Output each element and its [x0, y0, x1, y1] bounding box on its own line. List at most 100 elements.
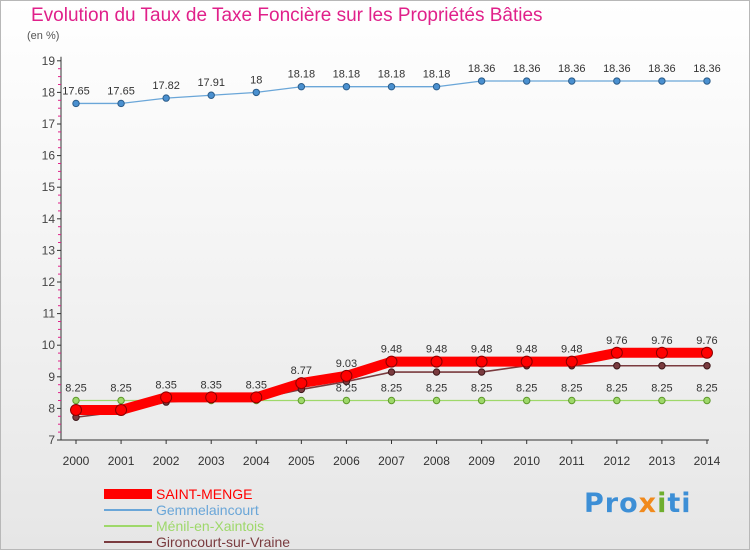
- data-point: [613, 396, 621, 405]
- data-label: 18.36: [558, 63, 586, 75]
- data-point: [297, 83, 306, 91]
- x-tick-label: 2011: [559, 454, 585, 468]
- legend-label: Gemmelaincourt: [156, 502, 259, 518]
- data-point: [117, 99, 125, 108]
- data-point: [658, 77, 666, 85]
- data-point: [613, 77, 621, 85]
- x-tick-label: 2008: [423, 454, 450, 468]
- proxiti-logo: Proxiti: [584, 488, 692, 519]
- data-label: 8.25: [516, 383, 537, 395]
- data-point: [477, 77, 486, 85]
- legend-item: Gemmelaincourt: [104, 502, 290, 518]
- legend-item: Ménil-en-Xaintois: [104, 518, 290, 534]
- data-label: 8.25: [651, 383, 672, 395]
- y-tick-label: 12: [42, 275, 56, 289]
- legend-swatch: [104, 489, 152, 499]
- data-point: [162, 94, 170, 102]
- data-point: [250, 391, 263, 404]
- data-label: 18.18: [423, 69, 451, 81]
- x-tick-label: 2012: [603, 454, 630, 468]
- legend-label: Ménil-en-Xaintois: [156, 518, 265, 534]
- chart-title: Evolution du Taux de Taxe Foncière sur l…: [31, 5, 543, 26]
- data-point: [385, 355, 398, 368]
- x-tick-label: 2003: [198, 454, 225, 468]
- data-point: [387, 396, 396, 405]
- y-tick-label: 13: [42, 243, 56, 257]
- data-label: 18.36: [603, 63, 631, 75]
- data-label: 9.48: [516, 344, 537, 356]
- data-label: 8.25: [65, 383, 86, 395]
- data-label: 8.25: [426, 383, 447, 395]
- data-point: [658, 362, 666, 370]
- data-point: [565, 355, 578, 368]
- data-label: 8.25: [110, 383, 131, 395]
- legend-swatch: [104, 541, 152, 543]
- data-label: 9.48: [426, 344, 447, 356]
- data-point: [160, 391, 173, 404]
- x-tick-label: 2013: [649, 454, 676, 468]
- y-unit-label: (en %): [27, 30, 60, 42]
- data-point: [475, 355, 488, 368]
- data-label: 18.36: [468, 63, 496, 75]
- data-label: 8.25: [561, 383, 582, 395]
- data-label: 18.36: [693, 63, 721, 75]
- data-point: [477, 396, 486, 405]
- data-point: [568, 396, 576, 405]
- data-label: 9.48: [561, 344, 582, 356]
- data-point: [295, 377, 308, 390]
- y-tick-label: 16: [42, 149, 56, 163]
- data-point: [387, 368, 396, 376]
- x-tick-label: 2002: [153, 454, 180, 468]
- data-point: [342, 83, 351, 91]
- data-label: 18.36: [648, 63, 676, 75]
- axes: 7 8 9 10 11 12 13 14 15 16 17 18 19 2000 2001 2002 2003 2…: [42, 54, 721, 468]
- legend-label: SAINT-MENGE: [156, 486, 253, 502]
- data-label: 8.25: [471, 383, 492, 395]
- data-point: [432, 396, 441, 405]
- y-tick-label: 9: [48, 370, 55, 384]
- data-point: [568, 77, 576, 85]
- data-label: 8.25: [381, 383, 402, 395]
- data-point: [520, 355, 533, 368]
- data-label: 9.76: [696, 335, 717, 347]
- data-point: [523, 396, 531, 405]
- data-point: [387, 83, 396, 91]
- data-label: 17.65: [107, 85, 135, 97]
- y-tick-label: 8: [48, 401, 55, 415]
- x-tick-label: 2006: [333, 454, 360, 468]
- data-label: 8.77: [291, 365, 312, 377]
- y-tick-label: 17: [42, 117, 56, 131]
- data-point: [205, 391, 218, 404]
- y-tick-label: 18: [42, 85, 56, 99]
- data-point: [703, 77, 711, 85]
- legend-swatch: [104, 509, 152, 511]
- x-tick-label: 2004: [243, 454, 270, 468]
- legend-label: Gironcourt-sur-Vraine: [156, 534, 291, 550]
- data-point: [703, 396, 711, 405]
- y-tick-label: 10: [42, 338, 56, 352]
- data-point: [72, 99, 80, 108]
- data-point: [523, 77, 531, 85]
- data-point: [340, 369, 353, 382]
- value-labels: 8.35 8.35 8.35 8.77 9.03 9.48 9.48 9.48 9.48 9.48…: [62, 63, 721, 394]
- data-point: [477, 368, 486, 376]
- x-tick-label: 2009: [468, 454, 495, 468]
- data-label: 18.36: [513, 63, 541, 75]
- data-label: 18.18: [288, 69, 316, 81]
- data-point: [252, 88, 260, 97]
- data-point: [655, 346, 668, 359]
- data-point: [610, 346, 623, 359]
- data-point: [342, 396, 351, 405]
- data-point: [700, 346, 713, 359]
- data-label: 18.18: [378, 69, 406, 81]
- y-tick-label: 15: [42, 180, 56, 194]
- data-label: 8.35: [200, 379, 221, 391]
- data-label: 8.35: [155, 379, 176, 391]
- series-markers: [70, 77, 713, 421]
- data-label: 9.03: [336, 358, 357, 370]
- x-tick-label: 2000: [63, 454, 90, 468]
- x-tick-label: 2005: [288, 454, 315, 468]
- data-label: 8.35: [246, 379, 267, 391]
- x-tick-label: 2001: [108, 454, 135, 468]
- data-point: [658, 396, 666, 405]
